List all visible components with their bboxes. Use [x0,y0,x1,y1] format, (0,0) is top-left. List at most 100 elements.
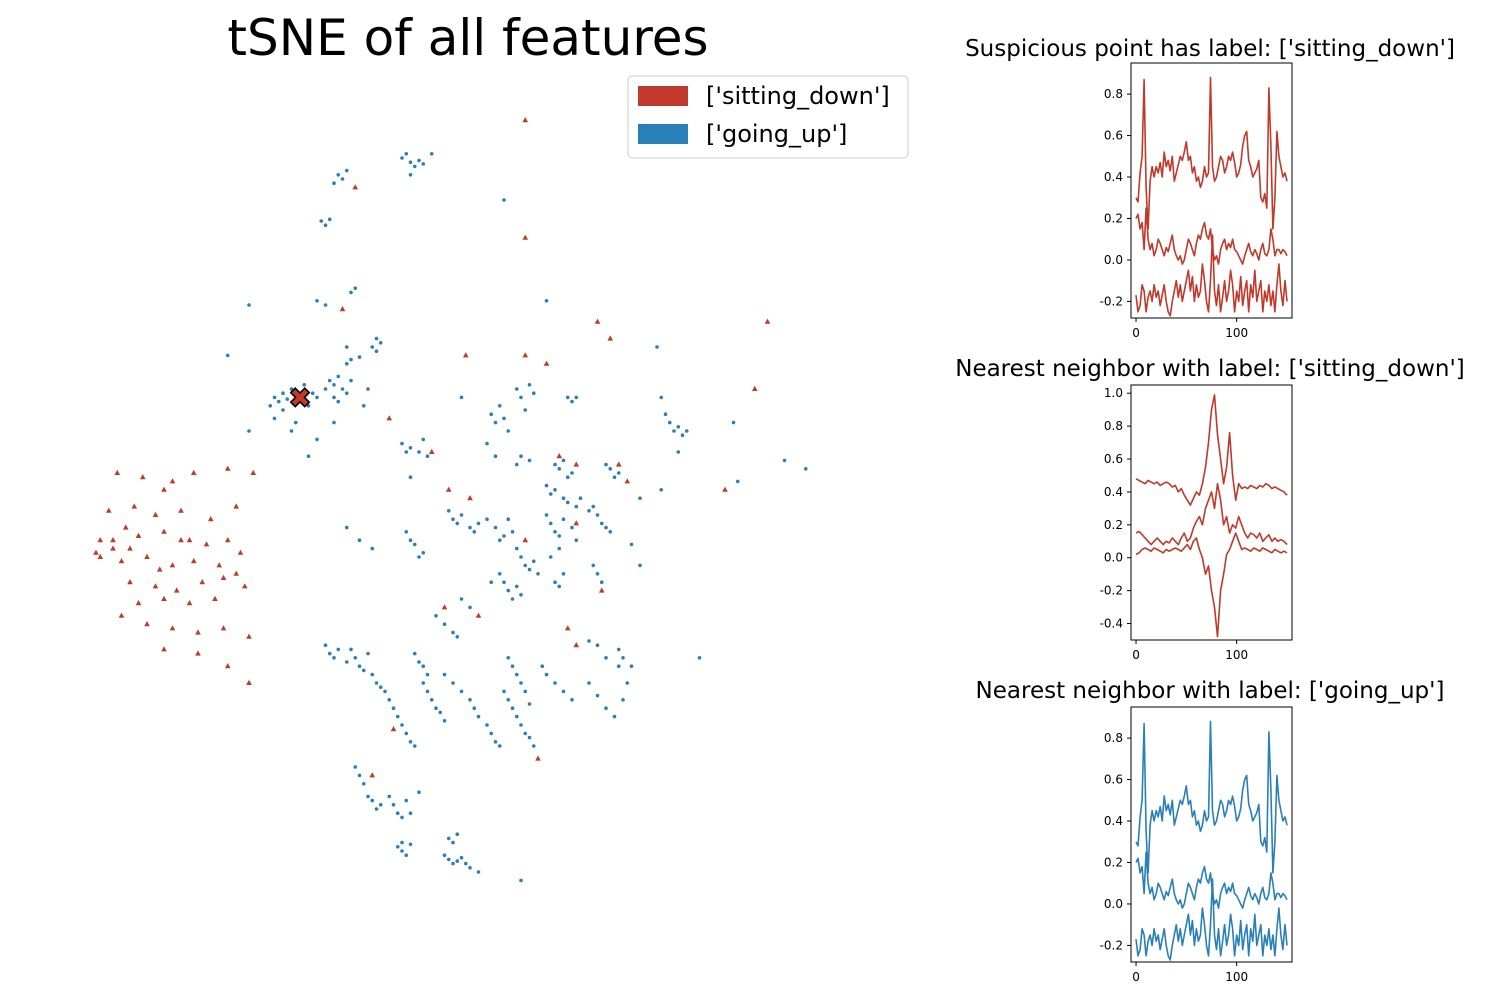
tsne-point-going-up [519,878,523,883]
tsne-point-going-up [429,152,434,156]
tsne-point-going-up [374,807,379,811]
tsne-point-going-up [506,698,511,702]
tsne-point-going-up [455,859,460,863]
tsne-point-going-up [353,286,358,291]
tsne-point-going-up [366,651,370,656]
tsne-point-going-up [519,681,523,685]
tsne-point-going-up [514,462,519,467]
tsne-point-going-up [332,656,336,660]
tsne-point-going-up [425,672,430,677]
tsne-point-sitting-down [428,448,435,454]
tsne-point-going-up [332,383,336,387]
tsne-point-going-up [519,395,523,400]
tsne-point-going-up [421,551,426,555]
tsne-point-going-up [315,437,319,442]
tsne-point-sitting-down [122,524,129,530]
tsne-point-going-up [276,399,281,404]
tsne-point-going-up [514,546,519,551]
y-tick-label: -0.2 [1100,294,1123,308]
tsne-point-going-up [391,803,396,807]
tsne-point-sitting-down [93,549,99,555]
tsne-point-sitting-down [624,478,631,484]
tsne-point-going-up [604,462,608,467]
tsne-point-going-up [451,861,455,866]
tsne-point-going-up [497,744,502,748]
y-tick-label: 0.0 [1104,897,1123,911]
legend-label-sitting-down: ['sitting_down'] [706,82,890,110]
tsne-point-sitting-down [607,335,614,341]
tsne-point-going-up [514,672,519,677]
tsne-point-going-up [587,681,591,685]
tsne-point-going-up [289,429,294,433]
tsne-point-going-up [404,450,409,454]
tsne-point-going-up [370,798,375,803]
tsne-point-going-up [561,517,566,521]
tsne-point-going-up [451,840,455,845]
tsne-point-sitting-down [190,469,197,475]
tsne-point-sitting-down [386,415,393,421]
tsne-point-sitting-down [573,461,580,467]
tsne-point-going-up [676,425,681,429]
tsne-point-going-up [366,794,370,799]
x-tick-label: 100 [1225,326,1248,340]
tsne-point-going-up [502,689,506,694]
tsne-point-sitting-down [390,726,397,732]
tsne-point-sitting-down [339,306,346,312]
tsne-point-sitting-down [161,595,167,601]
tsne-point-going-up [408,475,413,480]
tsne-point-going-up [421,162,426,166]
tsne-point-going-up [281,391,285,396]
tsne-point-going-up [434,706,438,710]
tsne-point-going-up [344,525,349,530]
tsne-point-going-up [225,353,230,358]
tsne-point-going-up [497,538,502,542]
tsne-point-going-up [327,378,332,383]
y-tick-label: 0.8 [1104,87,1123,101]
suspicious-point-marker [289,387,311,408]
tsne-point-going-up [315,299,319,303]
tsne-point-going-up [485,441,489,446]
tsne-point-going-up [506,588,511,593]
tsne-point-going-up [612,475,617,480]
tsne-point-going-up [395,845,400,849]
tsne-point-going-up [616,647,621,652]
tsne-point-sitting-down [352,184,359,190]
tsne-point-going-up [604,656,608,660]
tsne-point-going-up [684,429,689,433]
tsne-point-going-up [612,714,617,719]
tsne-point-sitting-down [127,545,133,551]
tsne-point-going-up [340,177,345,181]
tsne-point-going-up [336,399,341,404]
tsne-point-going-up [395,714,400,719]
tsne-point-going-up [468,698,472,702]
tsne-point-sitting-down [246,679,252,685]
tsne-point-sitting-down [467,495,473,501]
tsne-point-sitting-down [195,629,201,635]
tsne-point-sitting-down [144,621,150,627]
tsne-point-going-up [510,664,515,668]
tsne-point-going-up [361,404,366,408]
tsne-point-sitting-down [199,579,206,585]
tsne-point-going-up [353,765,358,769]
tsne-point-sitting-down [203,541,210,547]
tsne-point-going-up [451,681,455,685]
tsne-point-going-up [374,336,379,341]
tsne-point-sitting-down [573,642,580,648]
tsne-point-going-up [408,160,413,164]
tsne-point-going-up [374,681,379,685]
tsne-point-going-up [531,559,536,563]
tsne-point-going-up [285,397,290,401]
tsne-point-going-up [459,597,464,601]
tsne-point-going-up [803,467,808,471]
tsne-point-going-up [557,534,562,538]
line-series-3 [1135,878,1288,961]
nearest-going-up-panel: Nearest neighbor with label: ['going_up'… [976,678,1445,984]
tsne-point-sitting-down [445,486,452,492]
tsne-point-going-up [455,832,460,836]
tsne-point-going-up [315,395,319,400]
tsne-point-sitting-down [118,612,125,618]
tsne-point-going-up [565,395,570,400]
tsne-point-sitting-down [131,503,138,509]
suspicious-point-panel: Suspicious point has label: ['sitting_do… [965,36,1455,340]
tsne-point-going-up [514,387,519,391]
